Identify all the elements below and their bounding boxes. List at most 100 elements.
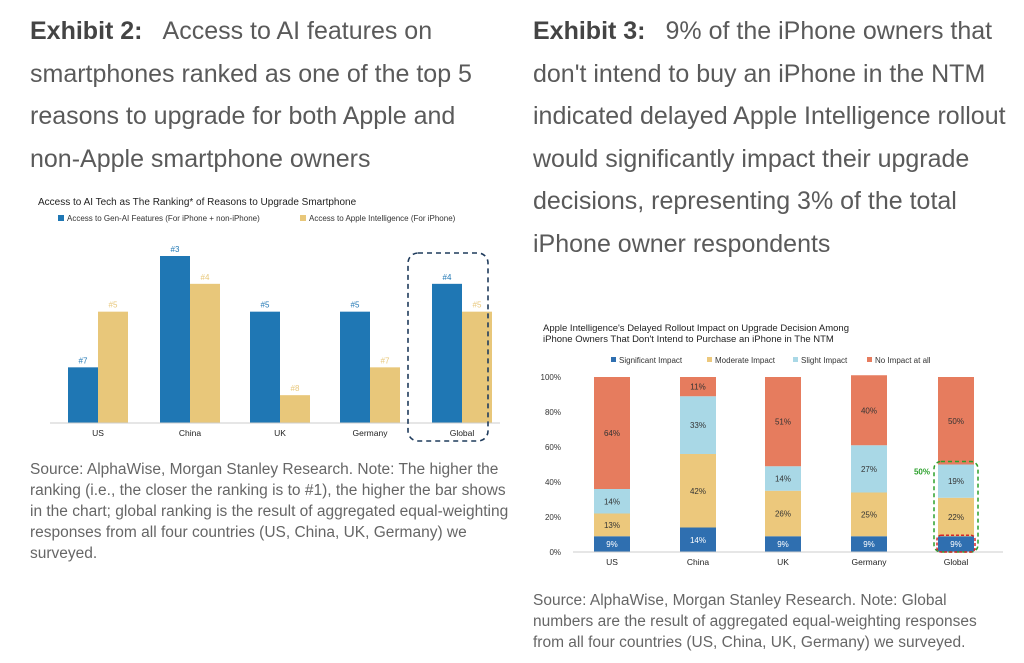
chart2-title-line: Apple Intelligence's Delayed Rollout Imp… — [543, 323, 849, 334]
chart1-bar-label: #5 — [473, 301, 482, 310]
exhibit3-label: Exhibit 3: — [533, 17, 646, 45]
exhibit3-source-note: Source: AlphaWise, Morgan Stanley Resear… — [533, 592, 977, 651]
chart2-bar-segment — [765, 466, 801, 491]
chart1-category-label: UK — [274, 428, 286, 438]
chart2-legend-swatch — [707, 357, 712, 362]
chart1-bar — [280, 395, 310, 423]
chart1-bar-label: #8 — [291, 384, 300, 393]
exhibit2-label: Exhibit 2: — [30, 17, 143, 45]
chart1-bar-label: #7 — [79, 356, 88, 365]
chart2-bar-segment — [594, 513, 630, 537]
chart2-segment-label: 33% — [690, 421, 706, 430]
chart2-y-tick-label: 20% — [545, 513, 561, 522]
exhibit2-heading-text: Access to AI features on smartphones ran… — [30, 17, 472, 173]
ranking-bar-chart: Access to AI Tech as The Ranking* of Rea… — [38, 197, 500, 442]
chart1-bar — [250, 311, 280, 423]
exhibit3-heading: Exhibit 3: 9% of the iPhone owners that d… — [533, 10, 1018, 265]
chart1-global-highlight-box — [407, 252, 489, 442]
chart2-bar-segment — [938, 464, 974, 498]
chart1-category-label: US — [92, 428, 104, 438]
chart2-segment-label: 50% — [948, 417, 964, 426]
chart2-bar-segment — [851, 375, 887, 446]
chart2-bar-segment — [680, 454, 716, 528]
chart1-legend-swatch — [58, 215, 64, 221]
chart2-legend-swatch — [611, 357, 616, 362]
chart2-legend-swatch — [793, 357, 798, 362]
chart2-bar-segment — [765, 490, 801, 537]
chart2-bar-segment — [851, 492, 887, 537]
exhibit2-heading: Exhibit 2: Access to AI features on smart… — [30, 10, 510, 180]
chart2-segment-label: 64% — [604, 429, 620, 438]
chart2-title-line: iPhone Owners That Don't Intend to Purch… — [543, 334, 834, 345]
chart2-y-tick-label: 0% — [549, 548, 561, 557]
chart1-legend-label: Access to Gen-AI Features (For iPhone + … — [67, 214, 260, 223]
chart1-bar-label: #5 — [351, 301, 360, 310]
chart1-bar-label: #5 — [109, 301, 118, 310]
chart2-category-label: US — [606, 557, 618, 567]
impact-stacked-bar-chart: Apple Intelligence's Delayed Rollout Imp… — [541, 323, 1003, 567]
chart2-category-label: China — [687, 557, 709, 567]
chart1-category-label: Global — [450, 428, 475, 438]
chart2-bar-segment — [765, 536, 801, 552]
chart2-bar-segment — [680, 396, 716, 454]
chart2-legend-label: Slight Impact — [801, 356, 848, 365]
chart2-category-label: Global — [944, 557, 969, 567]
chart2-segment-label: 9% — [777, 540, 789, 549]
chart2-bar-segment — [765, 377, 801, 467]
chart1-legend-label: Access to Apple Intelligence (For iPhone… — [309, 214, 456, 223]
chart2-y-tick-label: 60% — [545, 443, 561, 452]
chart2-segment-label: 14% — [604, 497, 620, 506]
chart2-segment-label: 14% — [775, 475, 791, 484]
chart1-bar — [68, 367, 98, 423]
chart2-segment-label: 25% — [861, 510, 877, 519]
chart1-bar — [160, 256, 190, 423]
chart2-category-label: UK — [777, 557, 789, 567]
chart2-y-tick-label: 40% — [545, 478, 561, 487]
chart2-segment-label: 19% — [948, 477, 964, 486]
chart2-segment-label: 11% — [690, 383, 705, 392]
chart2-y-tick-label: 80% — [545, 408, 561, 417]
exhibit3-heading-text: 9% of the iPhone owners that don't inten… — [533, 17, 1006, 258]
chart1-bar — [462, 311, 492, 423]
chart1-bar-label: #4 — [443, 273, 452, 282]
chart2-segment-label: 26% — [775, 510, 791, 519]
chart2-legend-label: Moderate Impact — [715, 356, 776, 365]
chart2-bar-segment — [851, 536, 887, 552]
chart2-annotation-label: 50% — [914, 468, 930, 477]
chart2-segment-label: 9% — [606, 540, 618, 549]
chart2-bar-segment — [594, 536, 630, 552]
chart2-category-label: Germany — [852, 557, 888, 567]
chart2-bar-segment — [680, 377, 716, 397]
chart2-y-tick-label: 100% — [541, 373, 561, 382]
chart1-legend-swatch — [300, 215, 306, 221]
chart1-bar — [340, 311, 370, 423]
chart1-category-label: Germany — [353, 428, 389, 438]
chart2-legend-swatch — [867, 357, 872, 362]
chart2-segment-label: 14% — [690, 536, 706, 545]
chart1-category-label: China — [179, 428, 201, 438]
chart2-segment-label: 40% — [861, 406, 877, 415]
chart2-bar-segment — [594, 489, 630, 514]
chart1-bar-label: #5 — [261, 301, 270, 310]
chart2-segment-label: 9% — [863, 540, 875, 549]
chart2-global-significant-highlight — [936, 534, 976, 553]
chart2-segment-label: 9% — [950, 540, 962, 549]
chart2-segment-label: 13% — [604, 521, 620, 530]
chart1-bar-label: #7 — [381, 356, 390, 365]
chart1-bar — [432, 283, 462, 423]
chart1-bar-label: #3 — [171, 245, 180, 254]
exhibit2-source-note: Source: AlphaWise, Morgan Stanley Resear… — [30, 461, 509, 562]
chart2-segment-label: 51% — [775, 418, 791, 427]
chart2-segment-label: 27% — [861, 465, 877, 474]
chart2-segment-label: 42% — [690, 487, 706, 496]
chart2-bar-segment — [938, 377, 974, 465]
chart1-bar — [190, 283, 220, 423]
chart1-bar-label: #4 — [201, 273, 210, 282]
chart1-bar — [370, 367, 400, 423]
chart2-segment-label: 22% — [948, 513, 964, 522]
chart2-legend-label: Significant Impact — [619, 356, 683, 365]
chart2-bar-segment — [680, 527, 716, 552]
chart1-bar — [98, 311, 128, 423]
chart2-bar-segment — [938, 497, 974, 537]
chart2-bar-segment — [938, 536, 974, 552]
